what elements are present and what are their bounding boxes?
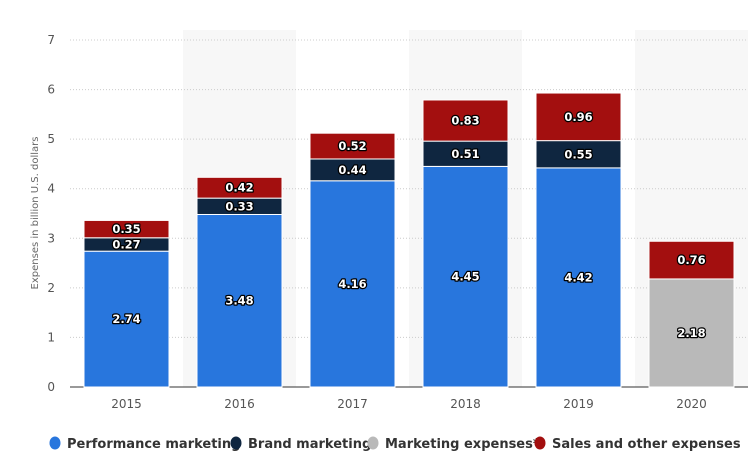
y-tick-label: 7 — [47, 33, 55, 47]
data-label: 0.35 — [112, 222, 140, 236]
bar-segment[interactable] — [535, 167, 622, 388]
data-label: 4.45 — [451, 270, 479, 284]
legend-label: Brand marketing — [248, 437, 371, 452]
legend-marker-icon — [367, 436, 379, 450]
bar-segment[interactable] — [83, 250, 170, 388]
y-tick-label: 3 — [47, 231, 55, 245]
bar-segment[interactable] — [422, 165, 509, 388]
bar-segment[interactable] — [648, 240, 735, 280]
data-label: 2.74 — [112, 312, 140, 326]
y-axis-label: Expenses in billion U.S. dollars — [30, 137, 41, 290]
data-label: 2.18 — [677, 326, 705, 340]
x-tick-label: 2018 — [450, 397, 481, 411]
legend-item[interactable]: Brand marketing — [230, 436, 372, 453]
legend-item[interactable]: Performance marketing — [49, 436, 241, 453]
data-label: 0.96 — [564, 110, 592, 124]
data-label: 0.55 — [564, 147, 592, 161]
legend-label: Sales and other expenses — [552, 437, 741, 452]
legend-item[interactable]: Marketing expenses* — [367, 436, 540, 453]
data-label: 0.44 — [338, 163, 366, 177]
legend-marker-icon — [534, 436, 546, 450]
data-label: 4.16 — [338, 277, 366, 291]
data-label: 0.52 — [338, 139, 366, 153]
bar-segment[interactable] — [196, 176, 283, 199]
y-tick-label: 0 — [47, 380, 55, 394]
data-label: 0.51 — [451, 147, 479, 161]
legend-marker-icon — [49, 436, 61, 450]
data-label: 0.76 — [677, 253, 705, 267]
legend-label: Marketing expenses* — [385, 437, 540, 452]
x-tick-label: 2019 — [563, 397, 594, 411]
x-tick-label: 2017 — [337, 397, 368, 411]
data-label: 0.83 — [451, 114, 479, 128]
data-label: 0.27 — [112, 237, 140, 251]
bar-segment[interactable] — [535, 92, 622, 142]
legend-item[interactable]: Sales and other expenses — [534, 436, 741, 453]
bar-segment[interactable] — [422, 140, 509, 167]
x-tick-label: 2020 — [676, 397, 707, 411]
legend-marker-icon — [230, 436, 242, 450]
data-label: 3.48 — [225, 294, 253, 308]
y-tick-label: 1 — [47, 330, 55, 344]
data-label: 0.42 — [225, 181, 253, 195]
bar-segment[interactable] — [422, 99, 509, 142]
y-tick-label: 6 — [47, 83, 55, 97]
bar-segment[interactable] — [83, 219, 170, 239]
legend-label: Performance marketing — [67, 437, 240, 452]
bar-segment[interactable] — [309, 132, 396, 160]
data-label: 0.33 — [225, 199, 253, 213]
bar-segment[interactable] — [309, 180, 396, 388]
x-tick-label: 2016 — [224, 397, 255, 411]
y-tick-label: 5 — [47, 132, 55, 146]
data-label: 4.42 — [564, 270, 592, 284]
x-tick-label: 2015 — [111, 397, 142, 411]
y-tick-label: 2 — [47, 281, 55, 295]
y-tick-label: 4 — [47, 182, 55, 196]
